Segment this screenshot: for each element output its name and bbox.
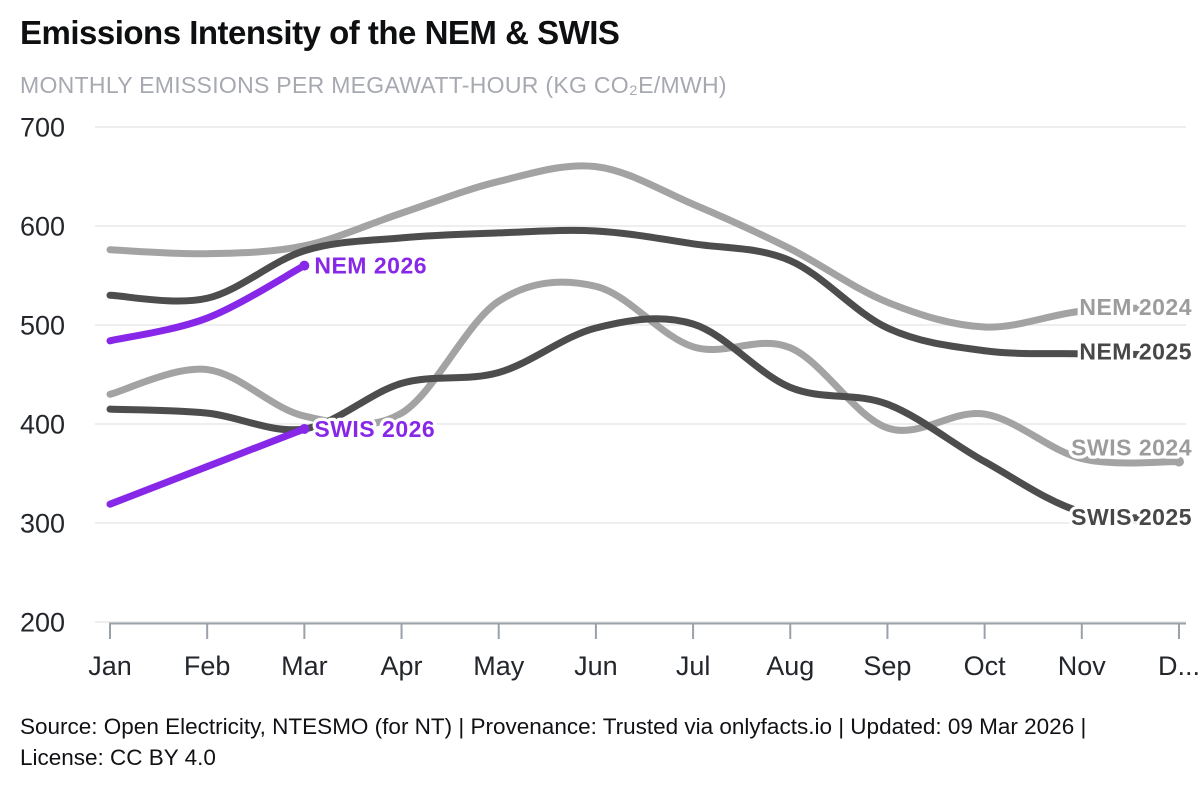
x-axis-tick-label: Jun (574, 651, 618, 681)
x-axis-tick-label: Mar (281, 651, 328, 681)
x-axis-tick-label: May (473, 651, 525, 681)
y-axis-tick-label: 200 (20, 608, 65, 638)
x-axis-tick-label: Sep (863, 651, 911, 681)
y-axis-tick-label: 500 (20, 311, 65, 341)
series-line-swis-2026 (106, 425, 308, 508)
series-label-swis-2025: SWIS 2025 (1071, 504, 1192, 530)
series-endpoint-swis-2026 (299, 423, 310, 434)
chart-subtitle: MONTHLY EMISSIONS PER MEGAWATT-HOUR (KG … (20, 72, 727, 98)
y-axis-tick-label: 300 (20, 509, 65, 539)
series-line-nem-2026 (106, 262, 308, 345)
series-endpoint-nem-2026 (299, 260, 310, 271)
series-label-swis-2026: SWIS 2026 (314, 416, 435, 442)
y-axis-tick-label: 600 (20, 212, 65, 242)
x-axis-tick-label: Jan (88, 651, 132, 681)
x-axis-tick-label: Oct (964, 651, 1007, 681)
source-attribution: Source: Open Electricity, NTESMO (for NT… (20, 714, 1087, 770)
series-endpoint-swis-2025 (1173, 512, 1184, 523)
x-axis-tick-label: Jul (676, 651, 711, 681)
y-axis-tick-label: 400 (20, 410, 65, 440)
series-endpoint-swis-2024 (1173, 456, 1184, 467)
series-endpoint-nem-2024 (1173, 302, 1184, 313)
page-title: Emissions Intensity of the NEM & SWIS (20, 14, 620, 51)
series-endpoint-nem-2025 (1173, 349, 1184, 360)
y-axis-tick-label: 700 (20, 113, 65, 143)
series-label-nem-2025: NEM 2025 (1079, 339, 1192, 365)
x-axis-tick-label: Aug (766, 651, 814, 681)
x-axis-tick-label: Nov (1058, 651, 1107, 681)
x-axis-tick-label: D... (1158, 651, 1200, 681)
series-label-swis-2024: SWIS 2024 (1071, 435, 1192, 461)
series-line-nem-2024 (106, 162, 1183, 331)
series-line-swis-2025 (106, 315, 1183, 522)
x-axis-tick-label: Feb (184, 651, 231, 681)
x-axis-tick-label: Apr (381, 651, 423, 681)
series-line-nem-2025 (106, 226, 1183, 359)
series-label-nem-2026: NEM 2026 (314, 253, 427, 279)
series-label-nem-2024: NEM 2024 (1079, 294, 1192, 320)
series-line-swis-2024 (106, 278, 1183, 467)
